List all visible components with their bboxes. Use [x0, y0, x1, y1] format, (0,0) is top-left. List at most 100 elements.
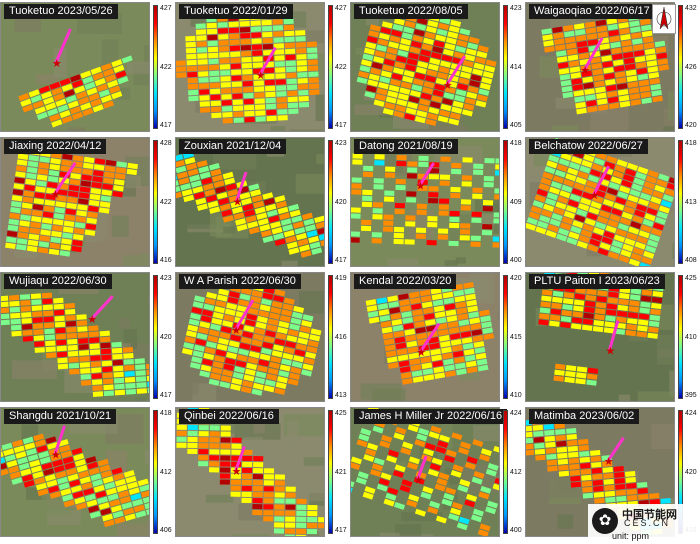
colorbar-tick-label: 421 [335, 469, 347, 476]
sounding-cell [405, 221, 416, 227]
wind-direction-arrow [445, 55, 467, 86]
sounding-cell [483, 333, 495, 340]
panel-title: Waigaoqiao 2022/06/17 [529, 4, 655, 19]
sounding-cell [635, 172, 647, 181]
sounding-cell [649, 493, 660, 499]
source-marker-icon: ★ [416, 180, 426, 193]
sounding-cell [479, 82, 491, 91]
terrain-patch [303, 457, 324, 466]
sounding-cell [412, 35, 424, 43]
sounding-cell [43, 96, 55, 105]
sounding-cell [423, 37, 434, 45]
sounding-cell [206, 341, 217, 349]
sounding-cell [584, 300, 596, 308]
sounding-cell [285, 510, 296, 516]
sounding-cell [45, 436, 57, 444]
sounding-cell [29, 459, 41, 468]
sounding-cell [416, 203, 427, 210]
sounding-cell [76, 210, 87, 217]
colorbar-tick-label: 413 [685, 199, 697, 206]
sounding-cell [594, 497, 605, 504]
panel-title: Wujiaqu 2022/06/30 [4, 274, 112, 289]
sounding-cell [27, 160, 39, 168]
sounding-cell [78, 192, 90, 199]
sounding-cell [603, 478, 615, 485]
sounding-cell [229, 33, 240, 40]
sounding-cell [307, 504, 318, 511]
sounding-cell [652, 222, 665, 231]
sounding-cell [463, 348, 475, 356]
sounding-cell [92, 176, 103, 183]
sounding-cell [200, 364, 212, 372]
sounding-cell [639, 262, 651, 266]
sounding-cell [103, 171, 115, 179]
colorbar-tick-label: 420 [510, 275, 522, 282]
sounding-cell [43, 322, 55, 329]
sounding-cell [465, 360, 477, 368]
sounding-cell [365, 299, 377, 306]
sounding-cell [474, 56, 486, 65]
sounding-cell [584, 218, 596, 227]
sounding-cell [241, 50, 252, 57]
sounding-cell [241, 491, 252, 498]
sounding-cell [542, 171, 554, 180]
sounding-cell [427, 112, 438, 121]
source-marker-icon: ★ [231, 324, 241, 337]
sounding-cell [611, 208, 623, 217]
sounding-cell [626, 324, 637, 331]
sounding-cell [595, 86, 606, 94]
sounding-cell [611, 240, 624, 249]
sounding-cell [492, 483, 499, 492]
sounding-cell [112, 510, 124, 519]
map-image: ★ [175, 407, 325, 537]
sounding-cell [220, 326, 232, 334]
sounding-cell [30, 293, 42, 300]
sounding-cell [76, 314, 87, 320]
sounding-cell [49, 164, 61, 171]
colorbar-tick-label: 423 [335, 140, 347, 147]
sounding-cell [60, 488, 72, 496]
sounding-cell [125, 475, 137, 484]
sounding-cell [437, 228, 449, 234]
sounding-cell [21, 208, 32, 215]
sounding-cell [443, 455, 455, 463]
sounding-cell [421, 362, 433, 370]
sounding-cell [208, 64, 220, 71]
sounding-cell [273, 43, 285, 49]
sounding-cell [431, 293, 443, 301]
sounding-cell [652, 190, 664, 199]
sounding-cell [417, 104, 429, 112]
sounding-cell [569, 66, 581, 73]
sounding-cell [455, 362, 466, 370]
sounding-cell [5, 236, 17, 244]
sounding-cell [406, 173, 418, 179]
sounding-cell [557, 458, 569, 465]
sounding-cell [391, 318, 403, 326]
sounding-cell [440, 156, 451, 162]
sounding-cell [387, 362, 399, 369]
sounding-cell [90, 473, 102, 481]
sounding-cell [198, 83, 210, 89]
sounding-cell [568, 457, 580, 464]
sounding-cell [218, 46, 230, 52]
sounding-cell [568, 231, 580, 240]
sounding-cell [593, 74, 604, 82]
sounding-cell [453, 51, 465, 59]
sounding-cell [185, 35, 196, 42]
sounding-cell [625, 69, 637, 77]
sounding-cell [473, 62, 485, 70]
sounding-cell [20, 300, 31, 306]
sounding-cell [209, 70, 220, 77]
map-image: ★ [0, 407, 150, 537]
sounding-cell [263, 474, 274, 480]
sounding-cell [410, 297, 421, 305]
sounding-cell [81, 482, 93, 490]
sounding-cell [394, 336, 406, 344]
sounding-cell [296, 48, 307, 54]
sounding-cell [243, 92, 254, 99]
sounding-cell [20, 98, 32, 107]
sounding-cell [560, 321, 571, 329]
sounding-cell [351, 213, 361, 219]
sounding-cell [637, 198, 650, 207]
